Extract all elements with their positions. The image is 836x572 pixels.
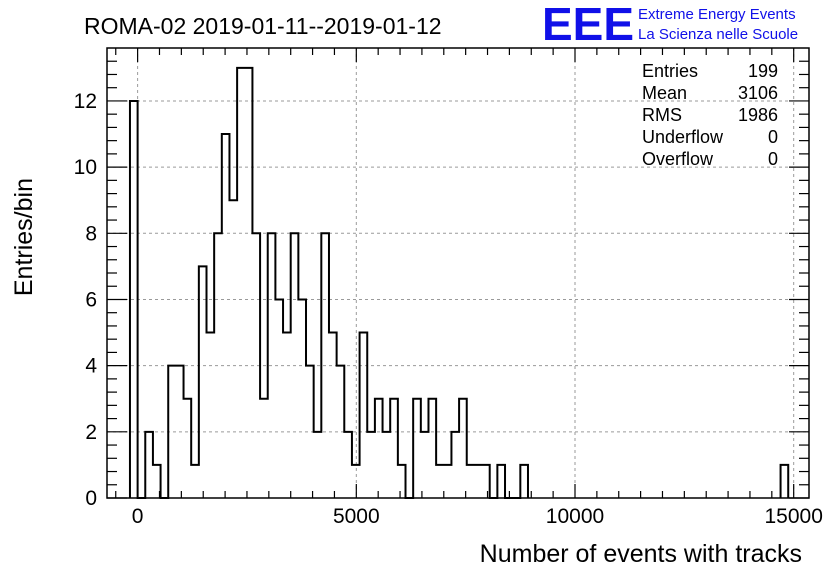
histogram-bin <box>321 233 329 498</box>
histogram-bin <box>207 333 215 498</box>
histogram-bin <box>344 432 352 498</box>
histogram-bin <box>383 432 391 498</box>
logo-line-1: Extreme Energy Events <box>638 6 796 23</box>
histogram-bin <box>781 465 789 498</box>
histogram-bin <box>482 465 490 498</box>
histogram-bin <box>268 233 276 498</box>
histogram-bin <box>168 366 176 498</box>
histogram-bin <box>222 134 230 498</box>
x-tick-label: 15000 <box>764 505 822 528</box>
chart-title: ROMA-02 2019-01-11--2019-01-12 <box>84 13 442 39</box>
x-tick-label: 10000 <box>546 505 604 528</box>
histogram-bin <box>474 465 482 498</box>
y-tick-labels: 0 2 4 6 8 10 12 <box>74 90 98 510</box>
stat-rms-label: RMS <box>642 105 682 125</box>
x-tick-label: 5000 <box>333 505 380 528</box>
histogram-bin <box>184 399 192 498</box>
histogram-bin <box>367 432 375 498</box>
stat-entries-value: 199 <box>748 61 778 81</box>
histogram-bin <box>176 366 184 498</box>
logo-letters: EEE <box>542 0 634 50</box>
histogram-bin <box>360 333 368 498</box>
histogram-bin <box>214 233 222 498</box>
logo-line-2: La Scienza nelle Scuole <box>638 26 798 43</box>
histogram-bin <box>436 465 444 498</box>
histogram-bin <box>291 233 299 498</box>
histogram-bin <box>497 465 505 498</box>
stat-overflow-value: 0 <box>768 149 778 169</box>
y-tick-label: 4 <box>85 355 97 378</box>
histogram-bin <box>306 366 314 498</box>
histogram-bin <box>398 465 406 498</box>
histogram-bin <box>191 465 199 498</box>
histogram-bin <box>199 266 207 498</box>
histogram-bin <box>459 399 467 498</box>
histogram-bin <box>390 399 398 498</box>
stat-entries-label: Entries <box>642 61 698 81</box>
eee-logo: EEE Extreme Energy Events La Scienza nel… <box>542 0 798 50</box>
histogram-bin <box>413 399 421 498</box>
stat-mean-label: Mean <box>642 83 687 103</box>
y-axis-label: Entries/bin <box>10 178 38 296</box>
histogram-bin <box>375 399 383 498</box>
y-tick-label: 8 <box>85 222 97 245</box>
histogram-bin <box>229 200 237 498</box>
histogram-bin <box>283 333 291 498</box>
histogram-bin <box>314 432 322 498</box>
y-tick-label: 2 <box>85 421 97 444</box>
histogram-bin <box>337 366 345 498</box>
histogram-bin <box>275 299 283 498</box>
histogram-bin <box>421 432 429 498</box>
y-tick-label: 12 <box>74 90 97 113</box>
histogram-bin <box>145 432 153 498</box>
histogram-bin <box>260 399 268 498</box>
stats-box: Entries 199 Mean 3106 RMS 1986 Underflow… <box>642 61 778 169</box>
histogram-bin <box>329 333 337 498</box>
histogram-bin <box>130 101 138 498</box>
histogram-bin <box>520 465 528 498</box>
histogram-bin <box>428 399 436 498</box>
histogram-bin <box>252 233 260 498</box>
y-tick-label: 6 <box>85 288 97 311</box>
stat-overflow-label: Overflow <box>642 149 714 169</box>
stat-mean-value: 3106 <box>738 83 778 103</box>
x-tick-label: 0 <box>132 505 144 528</box>
x-tick-labels: 0 5000 10000 15000 <box>132 505 823 528</box>
histogram-bin <box>444 465 452 498</box>
stat-underflow-value: 0 <box>768 127 778 147</box>
stat-rms-value: 1986 <box>738 105 778 125</box>
histogram-bin <box>237 68 245 498</box>
x-axis-label: Number of events with tracks <box>480 540 802 568</box>
histogram-bin <box>245 68 253 498</box>
histogram-bin <box>298 299 306 498</box>
histogram-bin <box>467 465 475 498</box>
y-tick-label: 0 <box>85 487 97 510</box>
y-tick-label: 10 <box>74 156 97 179</box>
histogram-bin <box>451 432 459 498</box>
stat-underflow-label: Underflow <box>642 127 724 147</box>
